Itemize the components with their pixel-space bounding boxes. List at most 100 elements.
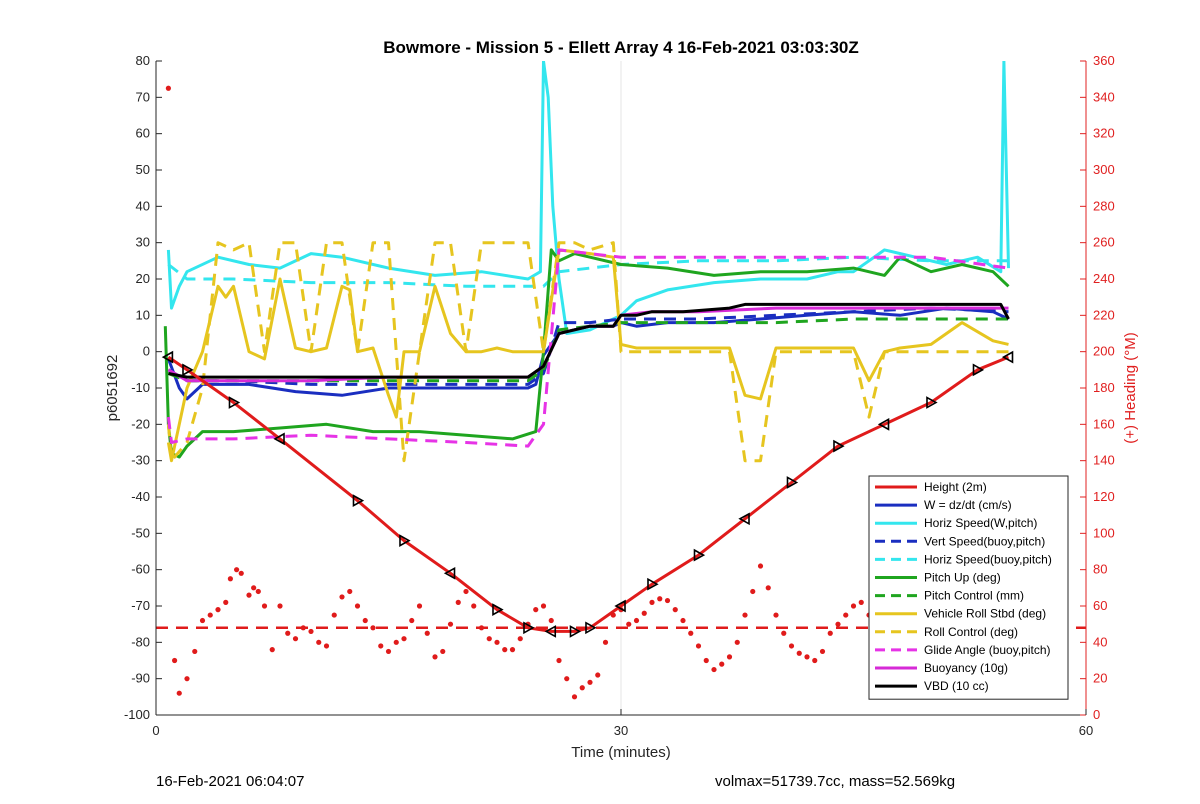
heading-point <box>184 676 190 682</box>
height-marker <box>833 439 845 453</box>
heading-point <box>192 648 198 655</box>
heading-point <box>750 588 756 595</box>
y-tick-label: -80 <box>131 634 150 649</box>
y-tick-label: 50 <box>136 162 150 177</box>
heading-point <box>556 657 562 664</box>
series-line-2 <box>166 61 1010 335</box>
series-line-11 <box>168 302 1010 379</box>
y2-tick-label: 40 <box>1093 634 1107 649</box>
y-tick-label: 0 <box>143 344 150 359</box>
series-line-9 <box>166 248 1009 448</box>
heading-point <box>602 639 609 645</box>
heading-point <box>502 647 508 653</box>
y2-tick-label: 320 <box>1093 126 1115 141</box>
y-tick-label: -70 <box>131 598 150 613</box>
x-tick-label: 30 <box>614 723 628 738</box>
y-tick-label: -30 <box>131 453 150 468</box>
y2-tick-label: 160 <box>1093 416 1115 431</box>
heading-point <box>227 576 233 582</box>
heading-point <box>835 621 841 627</box>
height-marker <box>569 625 582 638</box>
heading-point <box>471 603 477 609</box>
heading-point <box>447 621 454 627</box>
heading-point <box>432 654 438 660</box>
legend-label: Glide Angle (buoy,pitch) <box>924 643 1051 657</box>
heading-point <box>424 630 430 636</box>
heading-point <box>285 630 291 636</box>
y-tick-label: -10 <box>131 380 150 395</box>
legend-box <box>868 475 1069 700</box>
heading-point <box>649 599 655 605</box>
heading-point <box>331 612 337 618</box>
y2-tick-label: 120 <box>1093 489 1115 504</box>
heading-point <box>323 643 330 649</box>
height-marker <box>585 621 597 635</box>
heading-point <box>269 647 275 653</box>
heading-point <box>734 639 740 645</box>
legend-label: Buoyancy (10g) <box>924 661 1008 675</box>
heading-point <box>517 636 523 642</box>
height-marker <box>738 512 750 526</box>
y-tick-label: -60 <box>131 562 150 577</box>
heading-point <box>726 654 733 660</box>
y2-tick-label: 240 <box>1093 271 1115 286</box>
heading-point <box>416 603 423 609</box>
height-marker <box>443 566 456 580</box>
heading-point <box>165 85 171 91</box>
heading-point <box>393 639 399 645</box>
heading-point <box>626 621 632 627</box>
y2-tick-label: 100 <box>1093 525 1115 540</box>
heading-point <box>765 585 771 591</box>
heading-point <box>362 617 368 624</box>
right-y-axis-label: (+) Heading (°M) <box>1122 332 1139 443</box>
heading-point <box>255 588 261 595</box>
heading-point <box>277 603 283 609</box>
heading-point <box>819 648 826 655</box>
y2-tick-label: 140 <box>1093 453 1115 468</box>
height-marker <box>693 548 706 562</box>
height-marker <box>228 396 241 409</box>
heading-point <box>587 679 593 685</box>
heading-point <box>548 617 554 624</box>
y-tick-label: 80 <box>136 53 150 68</box>
heading-point <box>812 657 818 664</box>
heading-point <box>688 630 694 636</box>
heading-point <box>509 647 516 653</box>
y-axis-label: p6051692 <box>104 355 121 422</box>
heading-point <box>494 639 500 645</box>
heading-point <box>664 597 671 604</box>
heading-point <box>385 648 392 655</box>
y-tick-label: -40 <box>131 489 150 504</box>
heading-point <box>215 607 221 613</box>
heading-point <box>401 636 407 642</box>
heading-point <box>300 625 306 631</box>
heading-point <box>251 585 257 591</box>
height-marker <box>399 534 411 547</box>
heading-point <box>261 603 268 609</box>
height-marker <box>161 350 174 364</box>
heading-point <box>316 639 322 645</box>
heading-point <box>308 628 314 635</box>
series-line-8 <box>166 241 1009 463</box>
y2-tick-label: 220 <box>1093 307 1115 322</box>
heading-point <box>641 610 647 616</box>
heading-point <box>703 657 709 664</box>
heading-point <box>540 603 547 609</box>
heading-point <box>858 599 864 605</box>
heading-point <box>339 594 345 600</box>
heading-point <box>409 617 415 624</box>
height-marker <box>1001 350 1014 364</box>
height-marker <box>352 494 365 507</box>
y2-tick-label: 60 <box>1093 598 1107 613</box>
heading-point <box>292 636 299 642</box>
legend-label: Horiz Speed(buoy,pitch) <box>924 552 1052 566</box>
y-tick-label: 70 <box>136 89 150 104</box>
heading-point <box>579 685 585 691</box>
heading-point <box>680 617 686 624</box>
height-marker <box>926 396 938 409</box>
y-tick-label: 20 <box>136 271 150 286</box>
height-marker <box>273 432 285 446</box>
y-tick-label: 40 <box>136 198 150 213</box>
height-marker <box>972 363 985 377</box>
